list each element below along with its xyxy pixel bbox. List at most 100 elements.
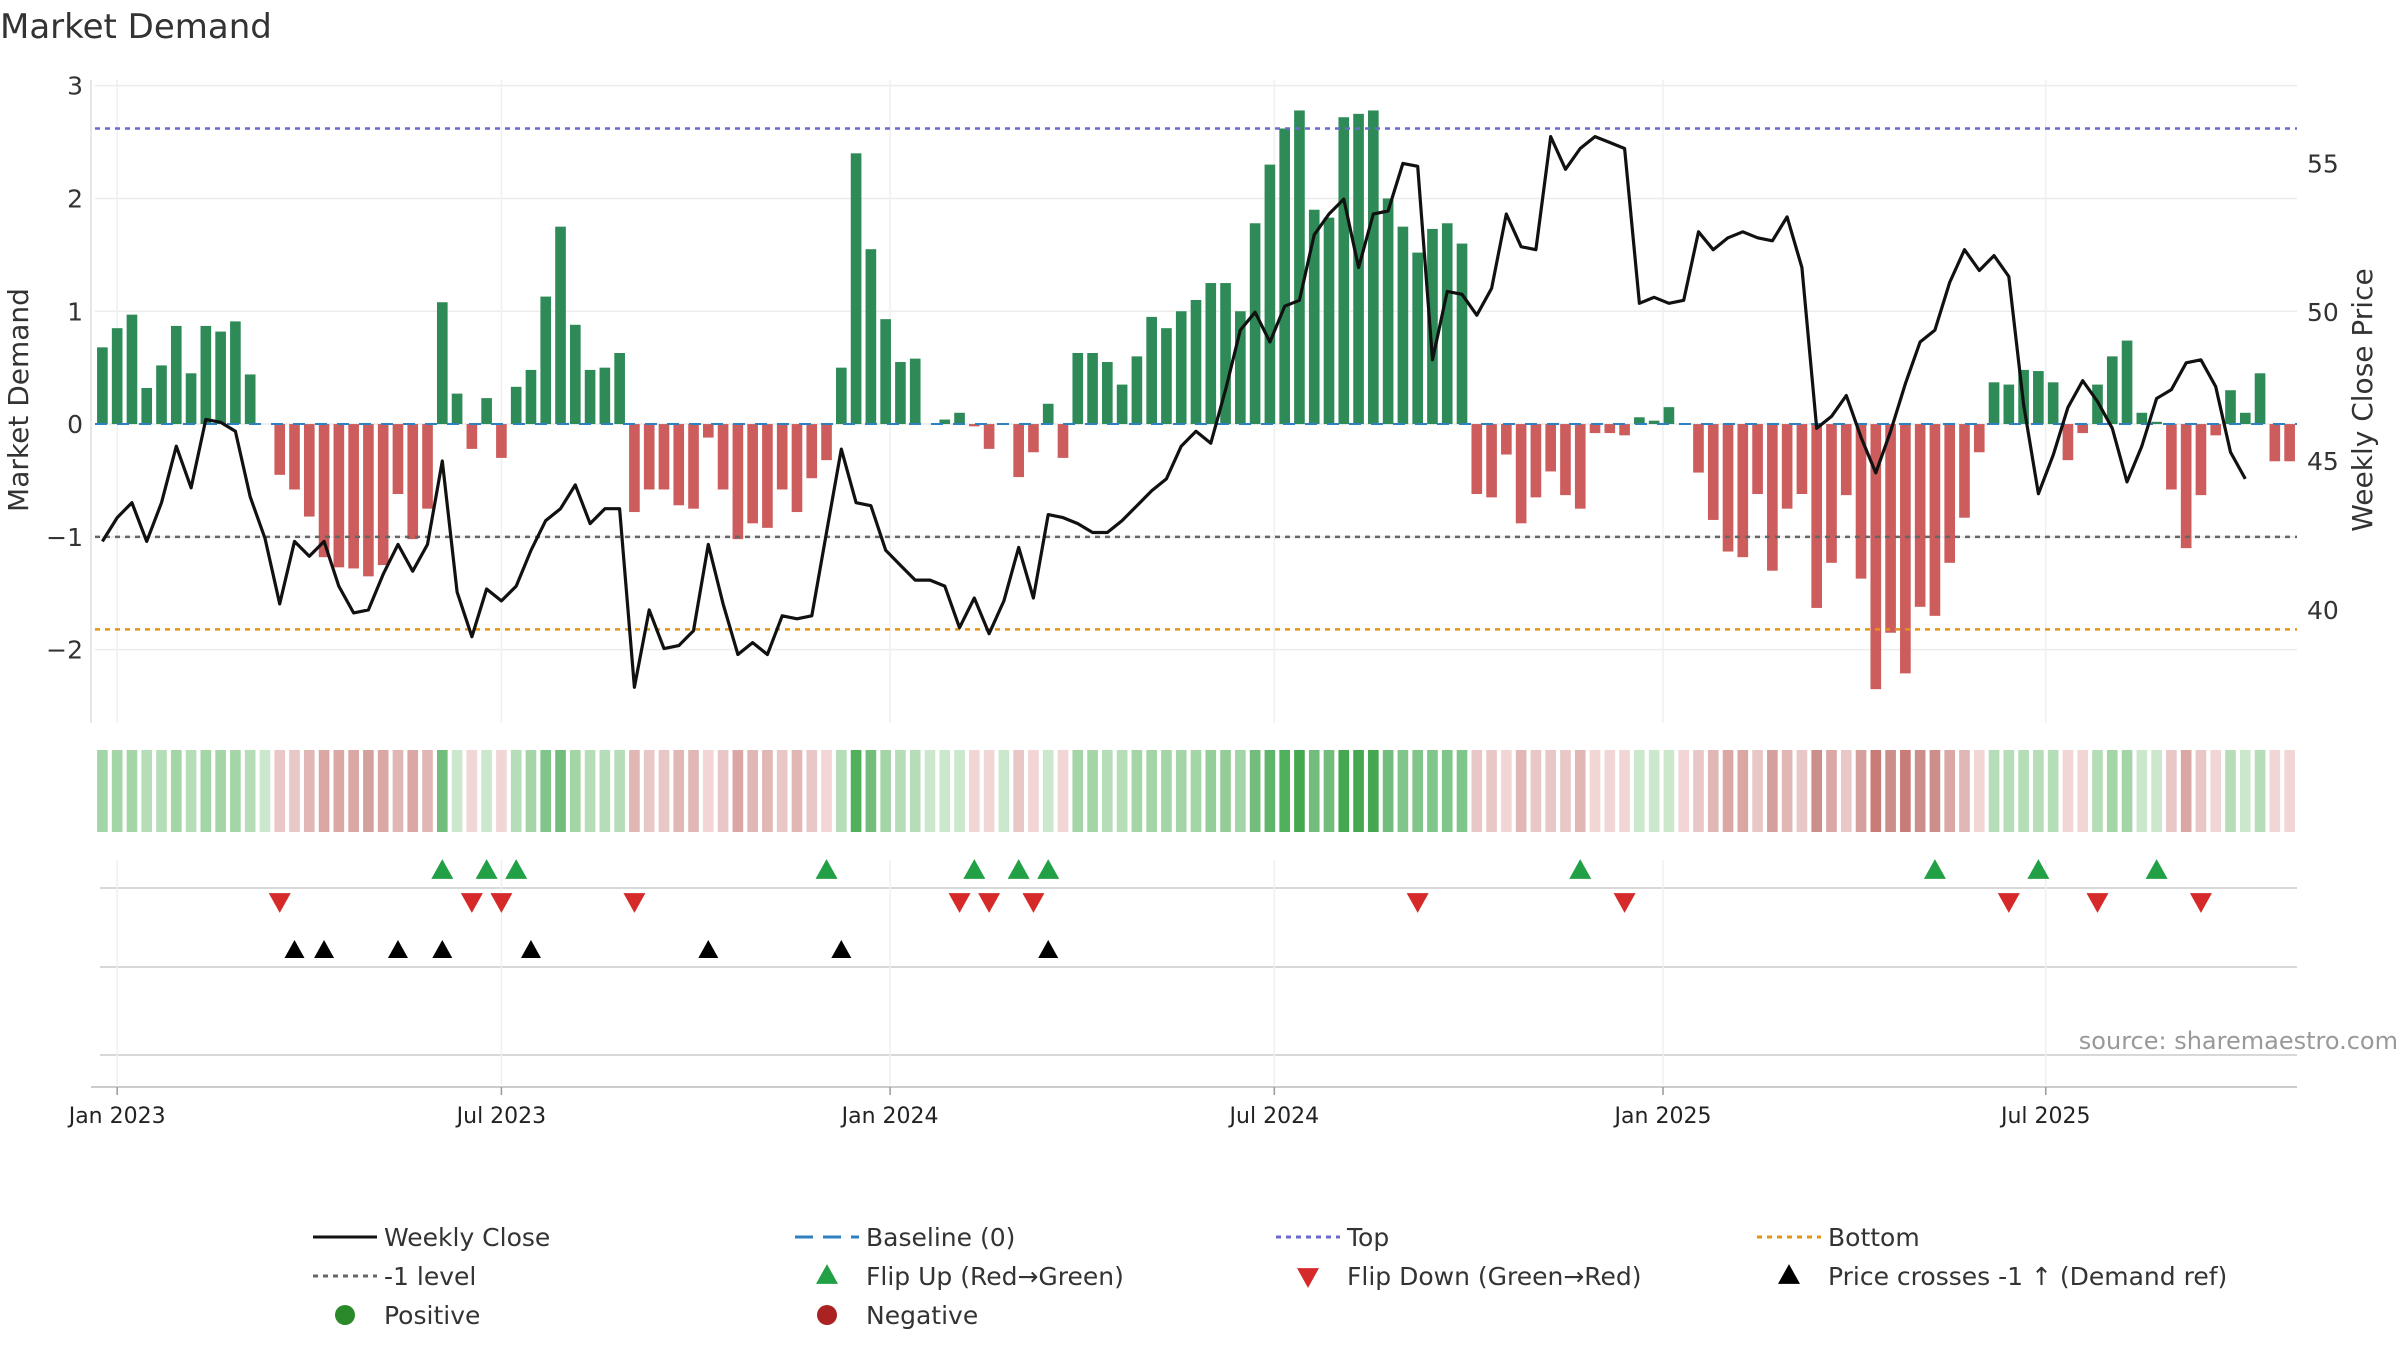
strip-cell [1382,750,1394,832]
flip-up-marker [815,859,838,879]
strip-cell [2062,750,2074,832]
demand-bar-negative [806,424,818,479]
demand-bars [97,110,2295,690]
y2-tick-label: 50 [2307,298,2339,327]
strip-cell [1042,750,1054,832]
strip-cell [1973,750,1985,832]
strip-cell [540,750,552,832]
demand-bar-negative [466,424,478,449]
demand-bar-positive [170,325,182,425]
demand-bar-positive [2151,421,2162,425]
demand-bar-positive [2106,356,2118,425]
demand-bar-negative [1722,424,1734,552]
demand-bar-negative [1471,424,1483,495]
flip-down-marker [2086,893,2109,913]
strip-cell [1427,750,1438,832]
demand-bar-negative [2166,424,2177,490]
signal-markers [100,859,2297,1085]
strip-cell [1870,750,1882,832]
demand-bar-positive [1146,316,1157,425]
demand-bar-positive [1087,352,1098,425]
strip-cell [2180,750,2192,832]
strip-cell [2166,750,2177,832]
strip-cell [1737,750,1749,832]
flip-down-marker [268,893,291,913]
demand-bar-negative [1530,424,1542,498]
demand-bar-negative [1900,424,1911,674]
strip-cell [126,750,138,832]
legend-label: Negative [866,1301,978,1330]
legend-swatch-triangle-up [1778,1264,1800,1284]
flip-up-marker [2027,859,2050,879]
strip-cell [348,750,359,832]
legend-swatch-triangle-up [816,1264,838,1284]
strip-cell [1397,750,1409,832]
strip-cell [1515,750,1527,832]
strip-cell [688,750,699,832]
demand-bar-negative [776,424,788,490]
demand-bar-negative [377,424,389,566]
legend-label: Flip Up (Red→Green) [866,1262,1124,1291]
demand-bar-positive [1382,198,1394,425]
strip-cell [1914,750,1926,832]
demand-bar-positive [1988,382,2000,425]
flip-up-marker [1037,859,1060,879]
strip-cell [1752,750,1763,832]
demand-bar-positive [1427,228,1438,425]
demand-bar-positive [540,296,552,425]
strip-cell [1693,750,1704,832]
demand-bar-positive [1279,128,1290,425]
strip-cell [1146,750,1157,832]
strip-cell [407,750,419,832]
demand-bar-positive [1102,362,1113,425]
demand-bar-negative [2180,424,2192,549]
strip-cell [510,750,522,832]
flip-down-marker [1406,893,1429,913]
strip-cell [732,750,744,832]
strip-cell [821,750,832,832]
demand-bar-positive [880,319,891,425]
weekly-close-path [101,135,2247,689]
demand-bar-positive [1368,110,1379,425]
demand-bar-negative [1707,424,1719,520]
strip-cell [850,750,862,832]
strip-cell [1707,750,1719,832]
legend-item: Flip Down (Green→Red) [1297,1262,1642,1291]
strip-cell [1885,750,1896,832]
strip-cell [200,750,212,832]
strip-cell [909,750,921,832]
legend-label: Baseline (0) [866,1223,1015,1252]
strip-cell [1072,750,1084,832]
demand-bar-positive [1663,407,1675,425]
legend-label: Positive [384,1301,480,1330]
x-axis: Jan 2023 Jul 2023 Jan 2024 Jul 2024 Jan 2025… [67,1086,2297,1129]
legend-swatch-dot [817,1305,837,1325]
strip-cell [1988,750,2000,832]
strip-cell [969,750,980,832]
strip-cell [2225,750,2236,832]
demand-bar-positive [865,249,877,425]
price-cross-marker [314,940,335,958]
strip-cell [1959,750,1970,832]
demand-bar-positive [1412,252,1423,425]
demand-bar-positive [2254,373,2266,425]
demand-bar-negative [1929,424,1941,616]
demand-bar-positive [599,367,611,425]
strip-cell [658,750,670,832]
demand-bar-negative [289,424,300,490]
strip-cell [1161,750,1172,832]
demand-bar-negative [392,424,404,495]
strip-cell [1353,750,1364,832]
legend-item: Positive [335,1301,480,1330]
demand-bar-negative [673,424,685,506]
strip-cell [1294,750,1305,832]
strip-cell [1249,750,1261,832]
strip-cell [97,750,108,832]
strip-cell [747,750,758,832]
demand-bar-positive [1308,209,1320,425]
demand-bar-negative [983,424,995,449]
strip-cell [1767,750,1778,832]
demand-bar-negative [496,424,507,458]
strip-cell [1205,750,1217,832]
demand-bar-positive [1235,311,1246,425]
